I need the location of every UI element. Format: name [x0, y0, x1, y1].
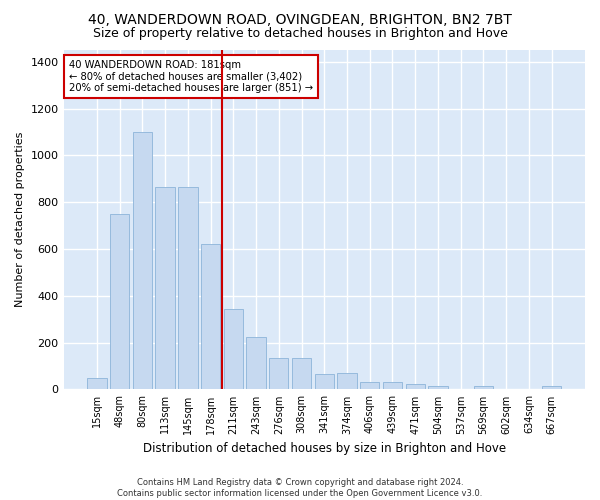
Bar	[201, 244, 220, 390]
Bar	[406, 384, 425, 390]
Y-axis label: Number of detached properties: Number of detached properties	[15, 132, 25, 308]
Bar	[314, 374, 334, 390]
Bar	[428, 386, 448, 390]
Bar	[155, 187, 175, 390]
Bar	[542, 386, 561, 390]
Text: Contains HM Land Registry data © Crown copyright and database right 2024.
Contai: Contains HM Land Registry data © Crown c…	[118, 478, 482, 498]
Bar	[269, 358, 289, 390]
Text: Size of property relative to detached houses in Brighton and Hove: Size of property relative to detached ho…	[92, 28, 508, 40]
Bar	[224, 308, 243, 390]
Bar	[383, 382, 402, 390]
Bar	[337, 373, 356, 390]
Bar	[474, 386, 493, 390]
Bar	[87, 378, 107, 390]
Text: 40 WANDERDOWN ROAD: 181sqm
← 80% of detached houses are smaller (3,402)
20% of s: 40 WANDERDOWN ROAD: 181sqm ← 80% of deta…	[69, 60, 313, 94]
Bar	[360, 382, 379, 390]
Bar	[247, 337, 266, 390]
Text: 40, WANDERDOWN ROAD, OVINGDEAN, BRIGHTON, BN2 7BT: 40, WANDERDOWN ROAD, OVINGDEAN, BRIGHTON…	[88, 12, 512, 26]
Bar	[110, 214, 130, 390]
Bar	[178, 187, 197, 390]
Bar	[133, 132, 152, 390]
X-axis label: Distribution of detached houses by size in Brighton and Hove: Distribution of detached houses by size …	[143, 442, 506, 455]
Bar	[292, 358, 311, 390]
